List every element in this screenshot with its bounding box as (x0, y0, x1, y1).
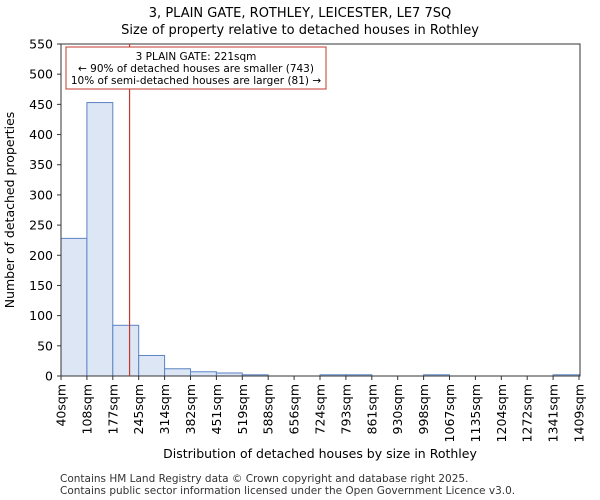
x-tick-label: 1409sqm (572, 384, 587, 442)
x-tick-label: 1204sqm (494, 384, 509, 442)
y-tick-label: 0 (45, 369, 53, 384)
chart-title: 3, PLAIN GATE, ROTHLEY, LEICESTER, LE7 7… (149, 6, 451, 21)
bar-108sqm (86, 102, 114, 377)
x-tick-label: 1067sqm (442, 384, 457, 442)
bar-382sqm (190, 371, 217, 377)
x-tick-label: 245sqm (131, 384, 146, 434)
x-tick-label: 998sqm (416, 384, 431, 434)
bar-314sqm (164, 368, 192, 377)
bar-40sqm (60, 237, 88, 377)
bars-group (60, 102, 580, 377)
x-axis-label: Distribution of detached houses by size … (163, 446, 477, 461)
x-tick-label: 451sqm (209, 384, 224, 434)
y-tick-label: 200 (29, 248, 53, 263)
plot-frame (60, 43, 581, 377)
bar-245sqm (138, 354, 166, 377)
y-tick-label: 300 (29, 187, 53, 202)
y-tick-label: 350 (29, 157, 53, 172)
y-tick-label: 150 (29, 278, 53, 293)
bar-177sqm (112, 324, 140, 377)
y-tick-label: 100 (29, 308, 53, 323)
y-tick-label: 50 (37, 338, 53, 353)
y-tick-label: 500 (29, 67, 53, 82)
x-tick-label: 724sqm (313, 384, 328, 434)
footer-line-1: Contains HM Land Registry data © Crown c… (60, 473, 468, 485)
x-tick-label: 108sqm (79, 384, 94, 434)
y-tick-label: 400 (29, 127, 53, 142)
x-tick-label: 861sqm (364, 384, 379, 434)
x-axis-ticks: 40sqm 108sqm 177sqm 245sqm 314sqm 382sqm 451sq… (54, 376, 587, 442)
x-tick-label: 1135sqm (468, 384, 483, 442)
x-tick-label: 1341sqm (546, 384, 561, 442)
annotation-line-1: 3 PLAIN GATE: 221sqm (136, 51, 257, 63)
y-tick-label: 450 (29, 97, 53, 112)
x-tick-label: 1272sqm (520, 384, 535, 442)
x-tick-label: 382sqm (183, 384, 198, 434)
x-tick-label: 588sqm (261, 384, 276, 434)
footer-line-2: Contains public sector information licen… (60, 485, 515, 497)
annotation-border (65, 46, 327, 90)
annotation-line-2: ← 90% of detached houses are smaller (74… (78, 63, 314, 75)
chart-subtitle: Size of property relative to detached ho… (121, 23, 479, 38)
y-axis-label: Number of detached properties (2, 112, 17, 309)
x-tick-label: 314sqm (157, 384, 172, 434)
annotation-line-3: 10% of semi-detached houses are larger (… (71, 75, 322, 87)
x-tick-label: 656sqm (287, 384, 302, 434)
x-tick-label: 40sqm (54, 384, 69, 427)
x-tick-label: 793sqm (338, 384, 353, 434)
x-tick-label: 177sqm (105, 384, 120, 434)
annotation-box: 3 PLAIN GATE: 221sqm ← 90% of detached h… (65, 46, 327, 90)
y-tick-label: 550 (29, 37, 53, 52)
x-tick-label: 519sqm (235, 384, 250, 434)
y-tick-label: 250 (29, 218, 53, 233)
y-axis-ticks: 0 50 100 150 200 250 300 350 400 450 500 550 (29, 37, 61, 384)
x-tick-label: 930sqm (390, 384, 405, 434)
